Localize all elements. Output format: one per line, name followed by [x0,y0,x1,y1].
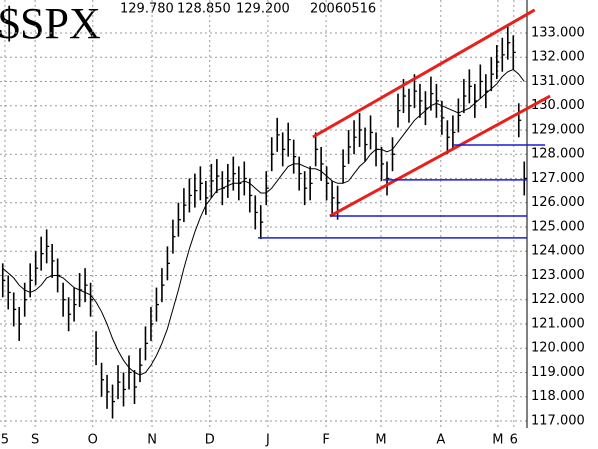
moving-average [2,68,525,376]
y-tick-label: 129.000 [531,122,585,137]
x-tick-label: O [88,433,98,448]
y-tick-label: 133.000 [531,25,585,40]
x-tick-label: 5 [1,433,9,448]
y-tick-label: 123.000 [531,268,585,283]
y-tick-label: 117.000 [531,413,585,428]
y-tick-label: 118.000 [531,389,585,404]
y-tick-label: 131.000 [531,74,585,89]
trend-line [329,94,551,218]
y-tick-label: 128.000 [531,147,585,162]
y-tick-label: 132.000 [531,50,585,65]
x-tick-label: J [265,433,270,448]
trend-line [312,8,536,139]
chart-title: $SPX [0,0,101,48]
y-tick-label: 125.000 [531,219,585,234]
y-tick-label: 119.000 [531,365,585,380]
y-tick-label: 120.000 [531,341,585,356]
y-tick-label: 121.000 [531,316,585,331]
header-high: 129.780 [120,2,174,17]
x-tick-label: N [147,433,157,448]
header-low: 128.850 [177,2,231,17]
y-tick-label: 124.000 [531,244,585,259]
x-tick-label: S [31,433,39,448]
x-tick-label: A [436,433,445,448]
y-tick-label: 130.000 [531,98,585,113]
x-tick-label: F [322,433,329,448]
header-date: 20060516 [310,2,376,17]
y-tick-label: 122.000 [531,292,585,307]
x-tick-label: D [205,433,215,448]
y-tick-label: 127.000 [531,171,585,186]
x-tick-label: 6 [510,433,518,448]
y-tick-label: 126.000 [531,195,585,210]
x-tick-label: M [492,433,503,448]
header-close: 129.200 [236,2,290,17]
x-tick-label: M [375,433,386,448]
